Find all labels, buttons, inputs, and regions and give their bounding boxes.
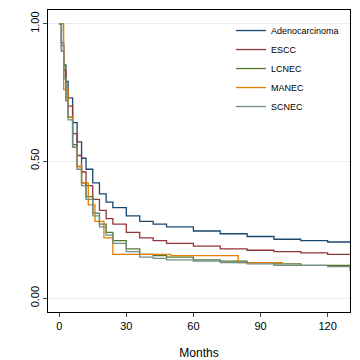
svg-text:LCNEC: LCNEC (271, 64, 302, 74)
svg-text:Months: Months (179, 346, 218, 360)
svg-text:SCNEC: SCNEC (271, 102, 303, 112)
svg-text:ESCC: ESCC (271, 45, 297, 55)
svg-text:120: 120 (318, 320, 336, 332)
svg-text:0: 0 (56, 320, 62, 332)
svg-text:0.00: 0.00 (29, 286, 41, 307)
svg-text:90: 90 (254, 320, 266, 332)
svg-text:30: 30 (120, 320, 132, 332)
svg-text:0.50: 0.50 (29, 149, 41, 170)
svg-text:1.00: 1.00 (29, 11, 41, 32)
svg-text:60: 60 (187, 320, 199, 332)
svg-text:Adenocarcinoma: Adenocarcinoma (271, 26, 339, 36)
svg-text:MANEC: MANEC (271, 83, 304, 93)
